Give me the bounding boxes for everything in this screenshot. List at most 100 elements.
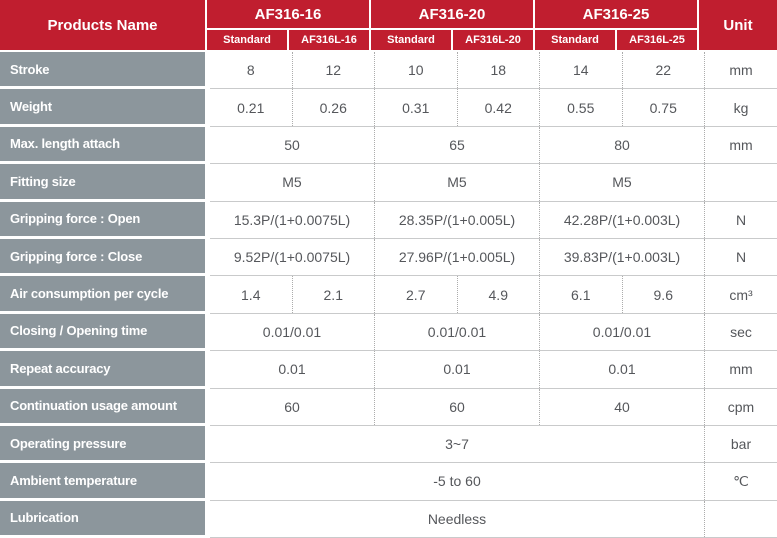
- group-subheaders: Standard AF316L-20: [371, 30, 533, 50]
- spec-row-repeat-accuracy: Repeat accuracy 0.01 0.01 0.01 mm: [0, 351, 777, 389]
- value-cell: M5: [540, 164, 705, 201]
- value-cell: 0.31: [375, 89, 458, 126]
- value-cell: 2.1: [293, 276, 375, 313]
- value-cell: 42.28P/(1+0.003L): [540, 201, 705, 238]
- row-label: Closing / Opening time: [0, 313, 205, 352]
- row-values: 9.52P/(1+0.0075L) 27.96P/(1+0.005L) 39.8…: [210, 238, 777, 277]
- value-cell: 60: [375, 388, 540, 425]
- value-cell: 12: [293, 52, 375, 89]
- row-values: 60 60 40 cpm: [210, 388, 777, 426]
- spec-row-gripping-force-close: Gripping force : Close 9.52P/(1+0.0075L)…: [0, 238, 777, 277]
- value-cell: 28.35P/(1+0.005L): [375, 201, 540, 238]
- row-values: 1.4 2.1 2.7 4.9 6.1 9.6 cm³: [210, 276, 777, 314]
- unit-cell: sec: [730, 323, 752, 340]
- value-cell: 4.9: [458, 276, 540, 313]
- row-label: Operating pressure: [0, 425, 205, 464]
- spec-row-lubrication: Lubrication Needless: [0, 500, 777, 538]
- unit-cell: kg: [733, 99, 749, 116]
- value-cell: 9.52P/(1+0.0075L): [210, 238, 375, 276]
- unit-header: Unit: [699, 0, 777, 50]
- value-cell: 80: [540, 126, 705, 164]
- group-title: AF316-20: [371, 0, 533, 30]
- value-cell: 65: [375, 126, 540, 164]
- row-values: M5 M5 M5: [210, 164, 777, 202]
- value-cell: 14: [540, 52, 623, 89]
- row-label: Lubrication: [0, 500, 205, 538]
- group-subheaders: Standard AF316L-25: [535, 30, 697, 50]
- value-cell: 10: [375, 52, 458, 89]
- unit-cell: [705, 164, 777, 200]
- value-cell: 6.1: [540, 276, 623, 313]
- value-cell: 0.26: [293, 89, 375, 126]
- spec-row-operating-pressure: Operating pressure 3~7 bar: [0, 425, 777, 464]
- value-cell: M5: [210, 164, 375, 201]
- group-title: AF316-16: [207, 0, 369, 30]
- subheader-standard: Standard: [535, 30, 617, 50]
- row-label: Air consumption per cycle: [0, 276, 205, 314]
- spec-row-fitting-size: Fitting size M5 M5 M5: [0, 164, 777, 202]
- unit-cell: [705, 501, 777, 537]
- unit-cell: N: [735, 249, 747, 266]
- table-header: Products Name AF316-16 Standard AF316L-1…: [0, 0, 777, 50]
- unit-cell: N: [735, 211, 747, 228]
- value-cell: 2.7: [375, 276, 458, 313]
- value-cell: 8: [210, 52, 293, 89]
- unit-cell: cpm: [727, 398, 755, 415]
- row-values: 0.01/0.01 0.01/0.01 0.01/0.01 sec: [210, 313, 777, 352]
- value-cell: 9.6: [623, 276, 705, 313]
- group-title: AF316-25: [535, 0, 697, 30]
- value-cell: M5: [375, 164, 540, 201]
- value-cell: 1.4: [210, 276, 293, 313]
- value-cell: 50: [210, 126, 375, 164]
- row-label: Ambient temperature: [0, 463, 205, 501]
- subheader-long: AF316L-16: [289, 30, 369, 50]
- spec-row-air-consumption: Air consumption per cycle 1.4 2.1 2.7 4.…: [0, 276, 777, 314]
- row-values: 3~7 bar: [210, 425, 777, 464]
- row-values: 8 12 10 18 14 22 mm: [210, 52, 777, 90]
- row-label: Max. length attach: [0, 126, 205, 165]
- value-cell: 39.83P/(1+0.003L): [540, 238, 705, 276]
- value-cell: 0.01/0.01: [375, 313, 540, 351]
- spec-row-stroke: Stroke 8 12 10 18 14 22 mm: [0, 52, 777, 90]
- unit-cell: cm³: [729, 286, 753, 303]
- value-cell: 0.01/0.01: [210, 313, 375, 351]
- value-cell: 0.42: [458, 89, 540, 126]
- value-cell: 40: [540, 388, 705, 425]
- spec-row-closing-opening-time: Closing / Opening time 0.01/0.01 0.01/0.…: [0, 313, 777, 352]
- unit-cell: bar: [730, 436, 752, 453]
- value-cell: -5 to 60: [210, 463, 705, 500]
- row-label: Fitting size: [0, 164, 205, 202]
- unit-cell: mm: [729, 136, 753, 153]
- value-cell: 15.3P/(1+0.0075L): [210, 201, 375, 238]
- unit-cell: mm: [729, 361, 753, 378]
- row-values: -5 to 60 ℃: [210, 463, 777, 501]
- unit-cell: ℃: [733, 472, 749, 489]
- subheader-long: AF316L-20: [453, 30, 533, 50]
- row-values: 0.21 0.26 0.31 0.42 0.55 0.75 kg: [210, 89, 777, 127]
- row-values: 50 65 80 mm: [210, 126, 777, 165]
- table-body: Stroke 8 12 10 18 14 22 mm Weight 0.21 0…: [0, 52, 777, 538]
- value-cell: 0.01: [210, 351, 375, 388]
- spec-row-max-length-attach: Max. length attach 50 65 80 mm: [0, 126, 777, 165]
- value-cell: Needless: [210, 500, 705, 538]
- value-cell: 18: [458, 52, 540, 89]
- value-cell: 22: [623, 52, 705, 89]
- value-cell: 0.01/0.01: [540, 313, 705, 351]
- value-cell: 27.96P/(1+0.005L): [375, 238, 540, 276]
- value-cell: 0.01: [540, 351, 705, 388]
- group-af316-16: AF316-16 Standard AF316L-16: [207, 0, 371, 50]
- unit-cell: mm: [729, 62, 753, 79]
- row-label: Gripping force : Open: [0, 201, 205, 239]
- subheader-long: AF316L-25: [617, 30, 697, 50]
- row-label: Continuation usage amount: [0, 388, 205, 426]
- row-label: Stroke: [0, 52, 205, 90]
- group-af316-25: AF316-25 Standard AF316L-25: [535, 0, 699, 50]
- value-cell: 0.01: [375, 351, 540, 388]
- value-cell: 0.55: [540, 89, 623, 126]
- subheader-standard: Standard: [371, 30, 453, 50]
- row-values: 0.01 0.01 0.01 mm: [210, 351, 777, 389]
- value-cell: 3~7: [210, 425, 705, 463]
- spec-row-weight: Weight 0.21 0.26 0.31 0.42 0.55 0.75 kg: [0, 89, 777, 127]
- group-af316-20: AF316-20 Standard AF316L-20: [371, 0, 535, 50]
- row-label: Repeat accuracy: [0, 351, 205, 389]
